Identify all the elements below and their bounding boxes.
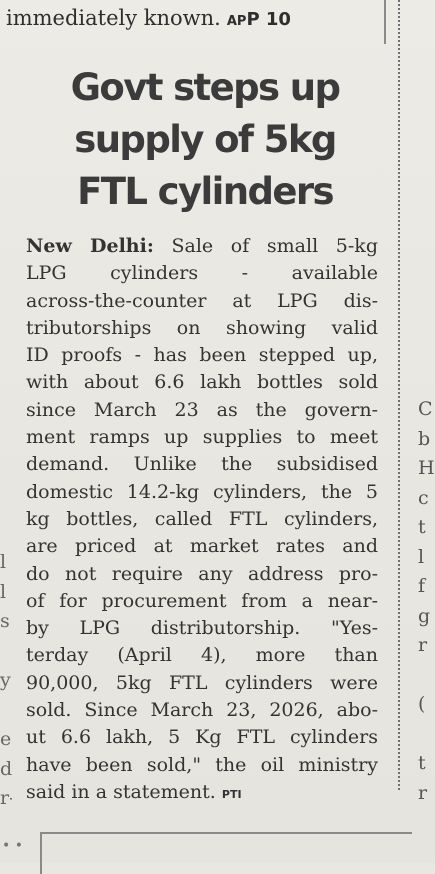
article-line: sold. Since March 23, 2026, abo-: [26, 699, 378, 722]
article-line: are priced at market rates and: [26, 535, 378, 558]
adjacent-fragment: e: [0, 728, 12, 750]
article-line: domestic 14.2-kg cylinders, the 5: [26, 480, 378, 503]
adjacent-fragment: t: [418, 516, 426, 538]
adjacent-fragment: c: [418, 486, 429, 509]
article-line: 90,000, 5kg FTL cylinders were: [26, 671, 378, 694]
article-line: said in a statement.: [26, 780, 216, 803]
next-article-box-border: [40, 832, 412, 874]
adjacent-fragment: r-: [0, 787, 12, 809]
article-line: ment ramps up supplies to meet: [26, 426, 378, 449]
article-line: ut 6.6 lakh, 5 Kg FTL cylinders: [26, 726, 378, 749]
adjacent-fragment: [418, 661, 435, 691]
adjacent-fragment: b: [418, 427, 431, 450]
adjacent-fragment: s: [0, 610, 10, 632]
adjacent-column-left: l l s y e d r-: [0, 430, 12, 814]
previous-article-text: immediately known.: [6, 6, 221, 30]
adjacent-fragment: C: [418, 398, 433, 420]
article-line-first: New Delhi: Sale of small 5-kg: [26, 233, 378, 260]
adjacent-fragment: l: [418, 545, 425, 568]
previous-article-credit: AP: [226, 14, 247, 29]
article-credit: PTI: [221, 787, 242, 801]
adjacent-fragment: H: [418, 457, 435, 479]
headline-line: FTL cylinders: [77, 170, 334, 213]
adjacent-fragment: r: [418, 634, 428, 656]
adjacent-fragment: [0, 696, 12, 726]
bottom-dots: • •: [2, 838, 23, 854]
adjacent-fragment: [0, 489, 12, 519]
adjacent-fragment: g: [418, 604, 431, 627]
adjacent-fragment: l: [0, 551, 7, 573]
article-line: ID proofs - has been stepped up,: [26, 344, 378, 367]
previous-article-tail: immediately known. APP 10: [6, 2, 306, 34]
headline-line: supply of 5kg: [74, 118, 337, 161]
adjacent-fragment: [0, 519, 12, 549]
article-line: tributorships on showing valid: [26, 316, 378, 339]
column-rule-top: [384, 0, 386, 44]
article-line-last: said in a statement. PTI: [26, 779, 378, 808]
adjacent-fragment: [0, 430, 12, 460]
article-body: New Delhi: Sale of small 5-kg LPG cylind…: [26, 233, 378, 808]
page-reference: P 10: [246, 9, 291, 30]
headline-line: Govt steps up: [70, 66, 341, 109]
article-line: kg bottles, called FTL cylinders,: [26, 507, 378, 530]
adjacent-fragment: [418, 720, 435, 750]
article-line: Sale of small 5-kg: [171, 235, 379, 257]
adjacent-fragment: [0, 460, 12, 490]
article-line: across-the-counter at LPG dis-: [26, 289, 378, 312]
adjacent-fragment: y: [0, 669, 11, 691]
article-line: have been sold," the oil ministry: [26, 753, 378, 776]
article-line: since March 23 as the govern-: [26, 398, 378, 421]
article-line: demand. Unlike the subsidised: [26, 453, 378, 476]
article-line: LPG cylinders - available: [26, 262, 378, 285]
dateline: New Delhi:: [26, 235, 154, 257]
dotted-column-rule: [398, 0, 400, 790]
article-line: of for procurement from a near-: [26, 589, 378, 612]
article-line: by LPG distributorship. "Yes-: [26, 617, 378, 640]
adjacent-fragment: d: [0, 757, 12, 780]
article-line: do not require any address pro-: [26, 562, 378, 585]
adjacent-column-right: C b H c t l f g r ( t r: [418, 395, 435, 808]
adjacent-fragment: f: [418, 575, 426, 597]
adjacent-fragment: (: [418, 693, 426, 715]
adjacent-fragment: r: [418, 781, 428, 804]
adjacent-fragment: t: [418, 752, 426, 774]
headline: Govt steps up supply of 5kg FTL cylinder…: [40, 62, 370, 218]
article-line: terday (April 4), more than: [26, 644, 378, 667]
article-line: with about 6.6 lakh bottles sold: [26, 371, 378, 394]
adjacent-fragment: l: [0, 580, 7, 603]
adjacent-fragment: [0, 637, 12, 667]
